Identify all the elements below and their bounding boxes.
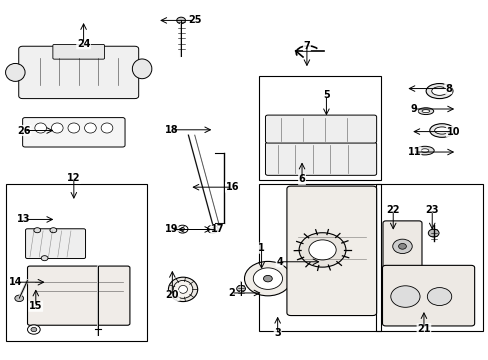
Text: 21: 21 [416, 324, 430, 334]
FancyBboxPatch shape [382, 265, 474, 326]
Circle shape [50, 228, 57, 233]
Text: 7: 7 [303, 41, 310, 50]
Circle shape [253, 268, 282, 289]
FancyBboxPatch shape [53, 44, 104, 59]
Bar [259, 184, 380, 330]
Text: 20: 20 [165, 291, 179, 301]
Ellipse shape [178, 285, 187, 293]
Circle shape [236, 285, 245, 292]
Ellipse shape [415, 146, 433, 155]
Circle shape [180, 228, 184, 230]
Text: 3: 3 [274, 328, 281, 338]
Text: 25: 25 [187, 15, 201, 26]
Text: 13: 13 [17, 215, 31, 224]
Text: 16: 16 [225, 182, 239, 192]
FancyBboxPatch shape [265, 115, 376, 143]
Ellipse shape [5, 63, 25, 81]
Text: 2: 2 [227, 288, 234, 298]
Circle shape [41, 256, 48, 261]
Text: 10: 10 [446, 127, 459, 136]
Bar [375, 184, 483, 330]
Ellipse shape [429, 124, 453, 137]
Bar [259, 76, 380, 180]
Circle shape [263, 275, 272, 282]
Circle shape [299, 233, 345, 267]
Text: 5: 5 [323, 90, 329, 100]
Circle shape [308, 240, 335, 260]
Circle shape [34, 228, 41, 233]
Text: 23: 23 [425, 206, 438, 216]
Text: 12: 12 [67, 173, 81, 183]
Text: 8: 8 [444, 84, 451, 94]
Circle shape [427, 229, 438, 237]
Ellipse shape [173, 280, 192, 298]
FancyBboxPatch shape [27, 266, 130, 325]
Text: 14: 14 [9, 277, 22, 287]
FancyBboxPatch shape [286, 186, 376, 316]
FancyBboxPatch shape [25, 229, 85, 258]
FancyBboxPatch shape [265, 142, 376, 175]
Circle shape [15, 295, 23, 302]
Ellipse shape [35, 123, 46, 133]
Text: 24: 24 [77, 39, 90, 49]
Ellipse shape [51, 123, 63, 133]
Text: 11: 11 [407, 147, 420, 157]
Text: 1: 1 [258, 243, 264, 253]
Ellipse shape [420, 149, 428, 152]
Circle shape [210, 228, 214, 230]
Text: 6: 6 [298, 174, 305, 184]
Circle shape [207, 225, 218, 233]
Ellipse shape [425, 84, 452, 99]
Ellipse shape [84, 123, 96, 133]
Circle shape [390, 286, 419, 307]
Ellipse shape [434, 127, 448, 134]
Ellipse shape [68, 123, 80, 133]
Circle shape [398, 243, 406, 249]
Text: 18: 18 [164, 125, 178, 135]
Circle shape [427, 288, 451, 306]
Ellipse shape [132, 59, 152, 79]
Circle shape [244, 261, 291, 296]
Text: 26: 26 [17, 126, 31, 135]
Ellipse shape [417, 108, 433, 114]
Text: 15: 15 [29, 301, 42, 311]
Circle shape [392, 239, 411, 253]
Ellipse shape [421, 110, 429, 113]
FancyBboxPatch shape [382, 221, 421, 270]
FancyBboxPatch shape [19, 46, 139, 99]
Text: 17: 17 [210, 225, 224, 234]
Circle shape [31, 327, 37, 332]
FancyBboxPatch shape [22, 118, 125, 147]
Bar [5, 184, 147, 341]
Ellipse shape [101, 123, 113, 133]
Text: 4: 4 [276, 257, 283, 267]
Circle shape [177, 225, 187, 233]
Ellipse shape [431, 87, 447, 95]
Text: 9: 9 [410, 104, 417, 114]
Circle shape [27, 325, 40, 334]
Circle shape [176, 17, 185, 24]
Text: 19: 19 [164, 225, 178, 234]
Ellipse shape [168, 277, 197, 302]
Text: 22: 22 [386, 206, 399, 216]
